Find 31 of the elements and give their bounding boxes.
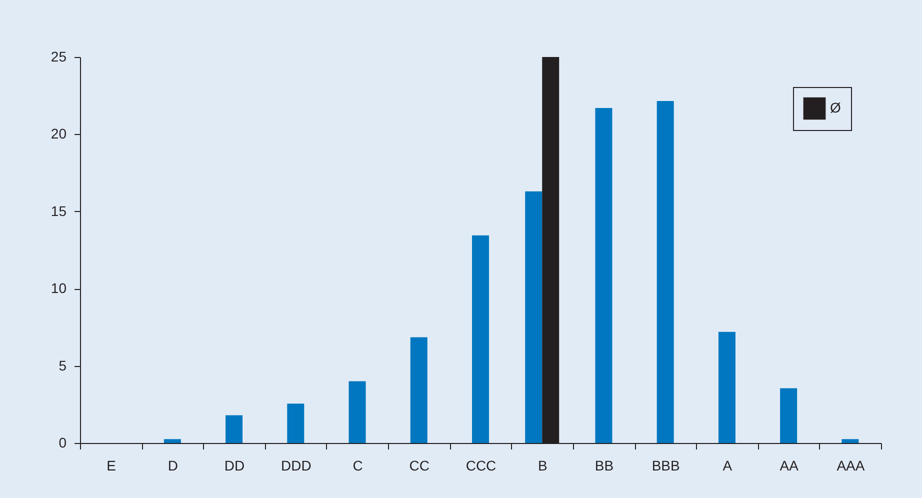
legend-label: Ø (830, 100, 841, 116)
bar (718, 332, 736, 443)
y-tick-label: 20 (50, 126, 67, 142)
y-tick-label: 5 (58, 357, 67, 374)
bar (780, 388, 798, 443)
bar (164, 439, 181, 443)
bar (287, 404, 304, 443)
x-tick-label: DD (224, 458, 245, 474)
x-tick-label: A (722, 458, 733, 474)
x-tick-label: B (538, 458, 548, 474)
y-tick-label: 0 (58, 434, 67, 450)
y-tick-label: 25 (50, 48, 67, 64)
bar (842, 439, 859, 443)
bar (348, 381, 366, 443)
bar (410, 337, 428, 443)
x-tick-label: D (168, 458, 178, 474)
x-tick-label: BB (594, 458, 614, 474)
x-tick-label: CC (409, 458, 430, 474)
x-tick-label: CCC (466, 458, 496, 474)
y-tick-label: 15 (50, 202, 67, 219)
bar (472, 235, 489, 443)
bar (656, 101, 674, 443)
bar (226, 415, 243, 443)
x-tick-label: AA (780, 458, 800, 474)
bar (595, 108, 612, 443)
x-tick-label: BBB (652, 458, 680, 474)
x-tick-label: E (106, 458, 116, 474)
x-tick-label: DDD (280, 458, 312, 474)
x-tick-label: C (352, 458, 363, 474)
x-tick-label: AAA (836, 458, 866, 474)
y-tick-label: 10 (50, 280, 67, 296)
